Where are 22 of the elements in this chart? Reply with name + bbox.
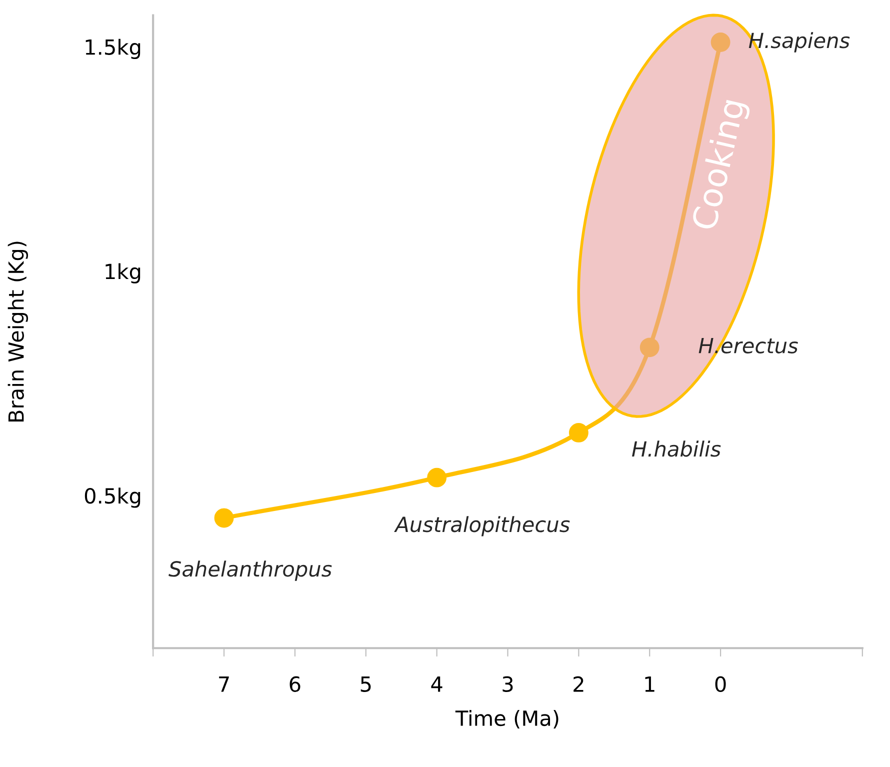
- point: [568, 422, 588, 442]
- x-tick-label: 4: [431, 676, 442, 692]
- x-axis-title: Time (Ma): [455, 710, 558, 729]
- point: [640, 338, 660, 358]
- x-tick-label: 2: [574, 676, 584, 692]
- y-tick-label: 1.5kg: [86, 38, 140, 59]
- point: [427, 468, 447, 488]
- annotation: H.habilis: [632, 440, 721, 457]
- x-tick-label: 7: [219, 676, 229, 692]
- x-tick-label: 3: [502, 676, 513, 692]
- y-tick-label: 1kg: [106, 263, 140, 284]
- annotation: Cooking: [690, 98, 752, 232]
- annotation: Sahelanthropus: [168, 560, 332, 581]
- y-tick-label: 0.5kg: [84, 488, 140, 508]
- point: [214, 508, 234, 528]
- point: [710, 32, 730, 52]
- x-tick-label: 5: [360, 676, 371, 692]
- x-tick-label: 6: [290, 676, 300, 692]
- annotation: Australopithecus: [394, 516, 570, 536]
- y-axis-title: Brain Weight (Kg): [8, 242, 28, 422]
- x-tick-label: 1: [645, 676, 654, 692]
- x-tick-label: 0: [715, 676, 726, 692]
